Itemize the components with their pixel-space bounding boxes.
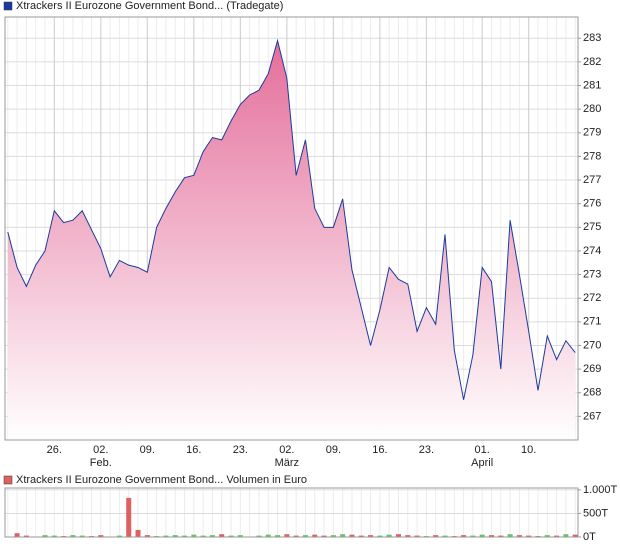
volume-bar: [98, 535, 104, 537]
volume-bar: [14, 533, 20, 537]
y-tick-label: 269: [583, 363, 601, 375]
volume-bar: [219, 534, 225, 537]
y-tick-label: 283: [583, 32, 601, 44]
volume-bar: [554, 535, 560, 537]
volume-bar: [256, 535, 262, 537]
y-tick-label: 274: [583, 245, 601, 257]
x-tick-label: 16.: [372, 444, 387, 456]
volume-bar: [479, 534, 485, 537]
volume-bar: [433, 535, 439, 537]
volume-bar: [330, 535, 336, 537]
y-tick-label: 275: [583, 221, 601, 233]
volume-bar: [442, 535, 448, 537]
volume-bar: [368, 535, 374, 537]
volume-bar: [572, 534, 578, 537]
y-tick-label: 280: [583, 103, 601, 115]
x-tick-label: 23.: [419, 444, 434, 456]
x-tick-label: 26.: [47, 444, 62, 456]
x-tick-label: 16.: [186, 444, 201, 456]
volume-bar: [237, 535, 243, 537]
x-tick-label: 02.: [93, 444, 108, 456]
x-month-label: Feb.: [90, 457, 112, 469]
y-tick-label: 267: [583, 410, 601, 422]
volume-bar: [284, 534, 290, 537]
volume-bar: [70, 535, 76, 537]
volume-bar: [516, 535, 522, 537]
plot-border: [4, 16, 579, 441]
volume-bar: [526, 535, 532, 537]
y-tick-label: 279: [583, 127, 601, 139]
volume-bar: [144, 535, 150, 537]
y-tick-label: 278: [583, 150, 601, 162]
x-tick-label: 09.: [326, 444, 341, 456]
volume-bar: [51, 535, 57, 537]
area-fill: [7, 40, 576, 440]
volume-bar: [340, 534, 346, 537]
volume-bar: [172, 535, 178, 537]
volume-bar: [544, 535, 550, 537]
y-tick-label: 273: [583, 268, 601, 280]
volume-bar: [182, 535, 188, 537]
volume-bar: [386, 534, 392, 537]
volume-bar: [405, 535, 411, 537]
volume-bar: [377, 535, 383, 537]
legend-swatch: [3, 475, 13, 485]
volume-bar: [265, 534, 271, 537]
plot-border: [4, 487, 579, 538]
x-month-label: April: [471, 457, 493, 469]
y-tick-label: 282: [583, 56, 601, 68]
x-tick-label: 23.: [233, 444, 248, 456]
volume-bar: [302, 535, 308, 537]
volume-bar: [488, 535, 494, 537]
price-line: [7, 38, 576, 400]
volume-bar: [470, 535, 476, 537]
y-tick-label: 281: [583, 79, 601, 91]
volume-bar: [163, 535, 169, 537]
x-tick-label: 10.: [521, 444, 536, 456]
volume-bar: [135, 529, 141, 537]
volume-bar: [358, 535, 364, 537]
y-tick-label: 268: [583, 387, 601, 399]
volume-bar: [116, 535, 122, 537]
volume-bar: [507, 534, 513, 537]
volume-bar: [79, 535, 85, 537]
y-tick-label: 276: [583, 198, 601, 210]
legend-swatch: [3, 1, 13, 11]
volume-bar: [209, 535, 215, 537]
x-month-label: März: [275, 457, 299, 469]
volume-bar: [191, 534, 197, 537]
y-tick-label: 270: [583, 339, 601, 351]
volume-bar: [461, 535, 467, 537]
volume-bar: [293, 535, 299, 537]
volume-bar: [228, 535, 234, 537]
volume-bar: [563, 534, 569, 537]
volume-bar: [200, 535, 206, 537]
y-tick-label: 272: [583, 292, 601, 304]
volume-bar: [312, 534, 318, 537]
legend-label: Xtrackers II Eurozone Government Bond...…: [16, 0, 283, 12]
volume-bar: [321, 535, 327, 537]
y-tick-label: 500T: [583, 507, 608, 519]
volume-bar: [126, 497, 132, 537]
plot-background: [5, 488, 578, 537]
y-tick-label: 271: [583, 316, 601, 328]
y-tick-label: 277: [583, 174, 601, 186]
x-tick-label: 09.: [140, 444, 155, 456]
volume-bar: [42, 535, 48, 537]
legend-label: Xtrackers II Eurozone Government Bond...…: [16, 474, 307, 486]
x-tick-label: 02.: [279, 444, 294, 456]
volume-bar: [395, 534, 401, 537]
y-tick-label: 1.000T: [583, 484, 618, 496]
volume-bar: [414, 535, 420, 537]
volume-bar: [275, 535, 281, 537]
volume-bar: [23, 535, 29, 537]
x-tick-label: 01.: [475, 444, 490, 456]
volume-bar: [349, 534, 355, 537]
y-tick-label: 0T: [583, 531, 596, 543]
volume-bar: [498, 535, 504, 537]
